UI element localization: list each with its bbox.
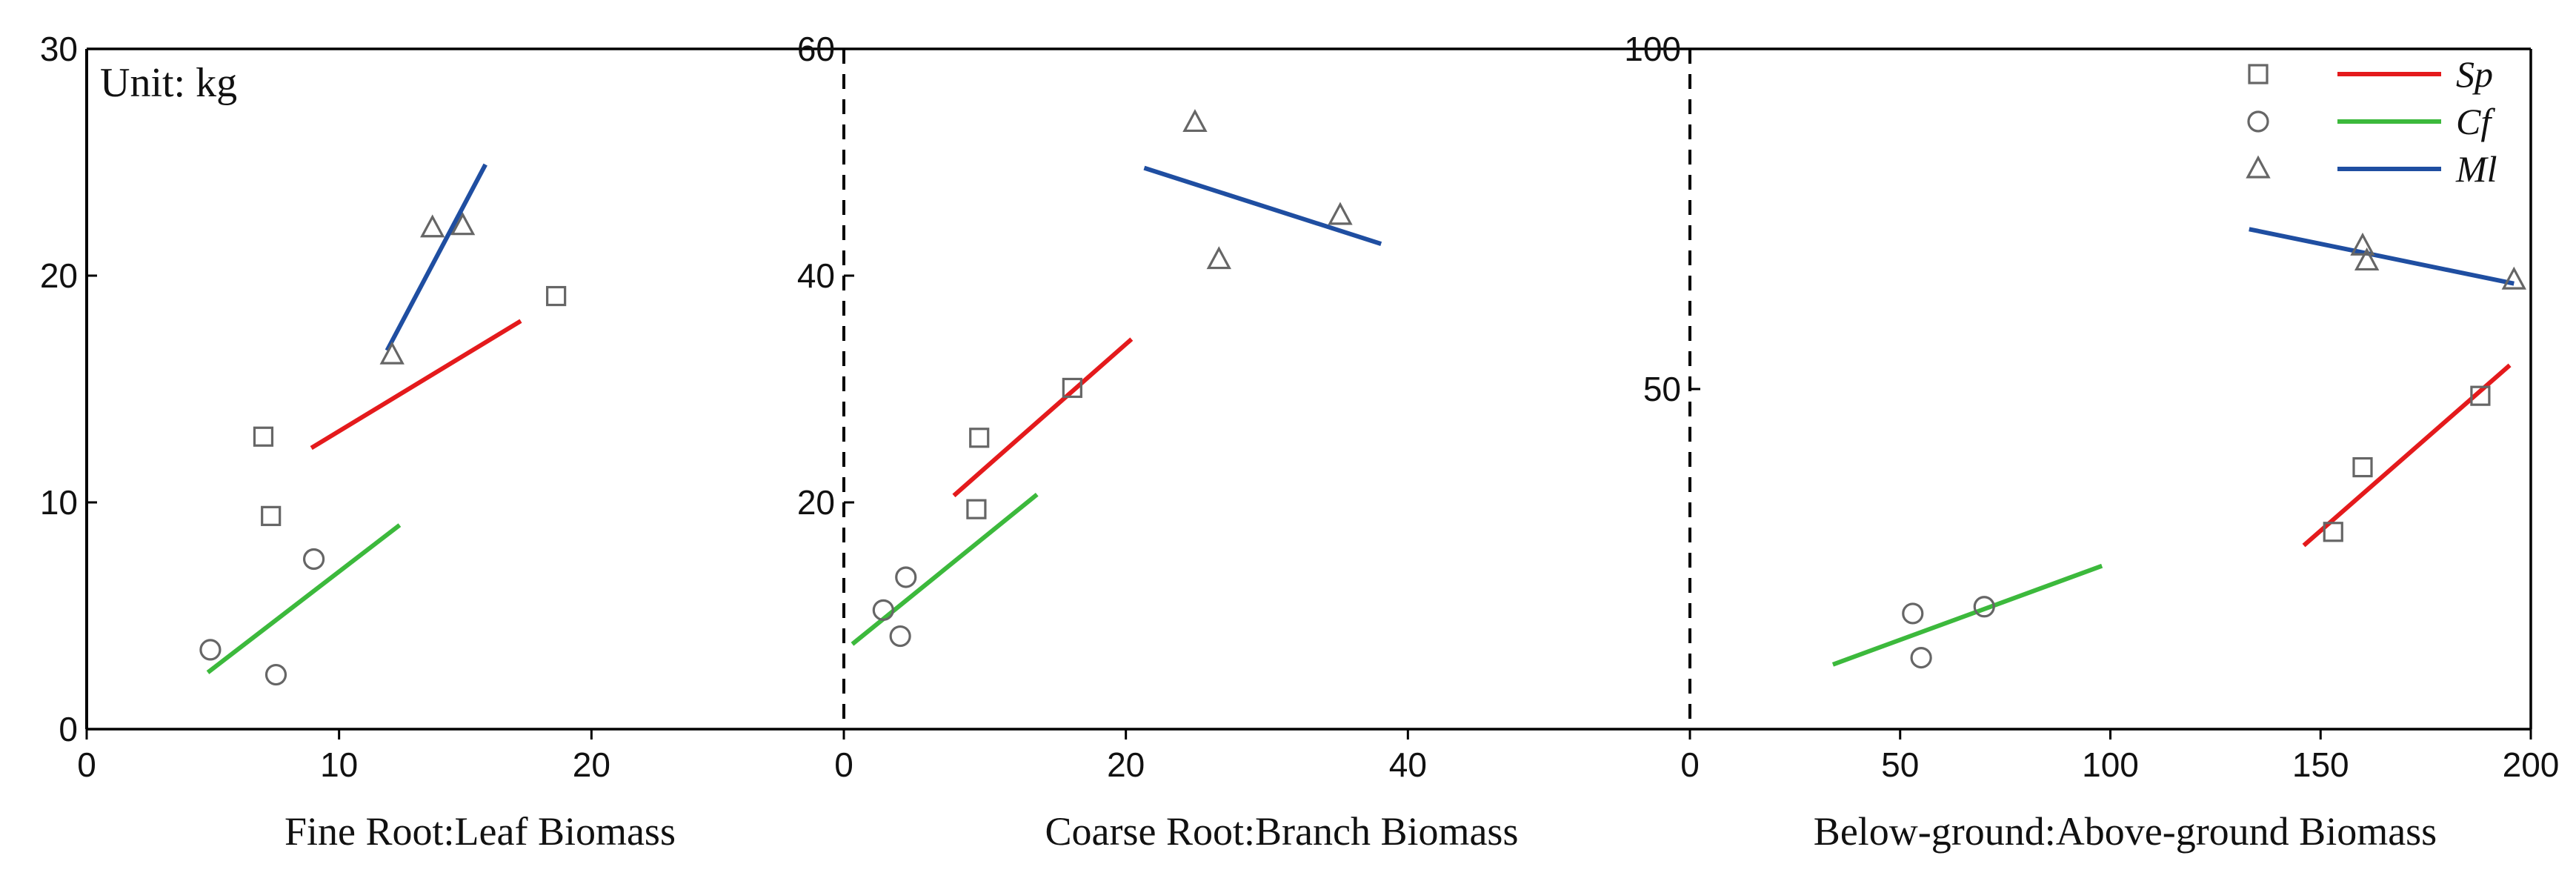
panel-3-fit-line-ml xyxy=(2249,227,2515,286)
panel-3-point-ml xyxy=(2501,266,2526,290)
panel-3-point-sp xyxy=(2470,385,2491,406)
panel-3-fit-line-cf xyxy=(1831,563,2103,667)
panel-2-y-tick-label: 40 xyxy=(797,256,835,295)
legend-label-sp: Sp xyxy=(2456,53,2493,95)
panel-3-y-tick-label: 100 xyxy=(1624,30,1681,68)
panel-1-point-sp xyxy=(261,505,282,526)
panel-1-y-tick-label: 20 xyxy=(40,256,78,295)
panel-1-y-tick-label: 10 xyxy=(40,483,78,522)
panel-1-x-axis-title: Fine Root:Leaf Biomass xyxy=(284,809,676,854)
legend-label-ml: Ml xyxy=(2455,148,2497,190)
panel-2-point-sp xyxy=(969,428,990,448)
panel-1-y-tick-label: 30 xyxy=(40,30,78,68)
panel-1-x-tick-label: 10 xyxy=(320,745,358,784)
legend-marker-cf xyxy=(2247,110,2269,133)
panel-1-point-ml xyxy=(450,212,476,236)
panel-2-x-axis-title: Coarse Root:Branch Biomass xyxy=(1045,809,1519,854)
panel-1-y-tick-label: 0 xyxy=(59,710,78,748)
panel-3-fit-line-sp xyxy=(2302,363,2512,548)
panel-1-fit-line-ml xyxy=(385,163,487,352)
panel-2-fit-line-cf xyxy=(851,492,1039,646)
panel-1-point-sp xyxy=(546,285,567,307)
panel-2-x-tick-label: 40 xyxy=(1389,745,1427,784)
panel-2-point-ml xyxy=(1182,109,1208,133)
panel-3-x-axis-title: Below-ground:Above-ground Biomass xyxy=(1814,809,2437,854)
panel-1-point-cf xyxy=(264,663,287,686)
panel-3-x-tick-label: 200 xyxy=(2503,745,2560,784)
panel-2-y-tick-label: 60 xyxy=(797,30,835,68)
panel-3-x-tick-label: 150 xyxy=(2292,745,2349,784)
panel-1-point-sp xyxy=(253,426,274,447)
panel-2-point-cf xyxy=(895,566,917,588)
panel-3-x-tick-label: 50 xyxy=(1881,745,1919,784)
panel-1-x-tick-label: 0 xyxy=(77,745,96,784)
legend-marker-sp xyxy=(2248,64,2269,84)
panel-3-point-cf xyxy=(1973,596,1995,618)
panel-2-x-tick-label: 0 xyxy=(834,745,853,784)
panel-1-point-ml xyxy=(379,341,405,365)
panel-2-point-ml xyxy=(1328,202,1353,225)
panel-1-point-cf xyxy=(199,639,222,661)
panel-3-point-sp xyxy=(2323,522,2343,542)
panel-1-point-ml xyxy=(420,214,445,238)
panel-2-point-sp xyxy=(1062,377,1082,399)
panel-3-x-tick-label: 0 xyxy=(1680,745,1700,784)
panel-1-point-cf xyxy=(303,548,325,571)
panel-3-point-ml xyxy=(2350,232,2375,256)
legend-label-cf: Cf xyxy=(2456,101,2495,142)
panel-2-point-cf xyxy=(872,599,894,621)
panel-3-y-tick-label: 50 xyxy=(1643,370,1681,408)
panel-1-x-tick-label: 20 xyxy=(573,745,610,784)
panel-2-fit-line-sp xyxy=(952,337,1134,498)
panel-2-fit-line-ml xyxy=(1143,165,1382,247)
legend-marker-ml xyxy=(2246,155,2271,179)
panel-2-y-tick-label: 20 xyxy=(797,483,835,522)
panel-1-fit-line-cf xyxy=(206,523,402,674)
unit-label: Unit: kg xyxy=(100,60,237,106)
panel-3-point-cf xyxy=(1910,647,1932,669)
panel-2-point-ml xyxy=(1206,246,1231,270)
panel-3-x-tick-label: 100 xyxy=(2082,745,2139,784)
panel-2-x-tick-label: 20 xyxy=(1107,745,1145,784)
panel-2-point-sp xyxy=(966,499,987,519)
panel-3-point-sp xyxy=(2352,456,2373,478)
panel-1-fit-line-sp xyxy=(310,319,522,451)
panel-3-point-cf xyxy=(1902,602,1924,625)
panel-3-point-ml xyxy=(2354,247,2380,271)
panel-2-point-cf xyxy=(889,625,911,648)
